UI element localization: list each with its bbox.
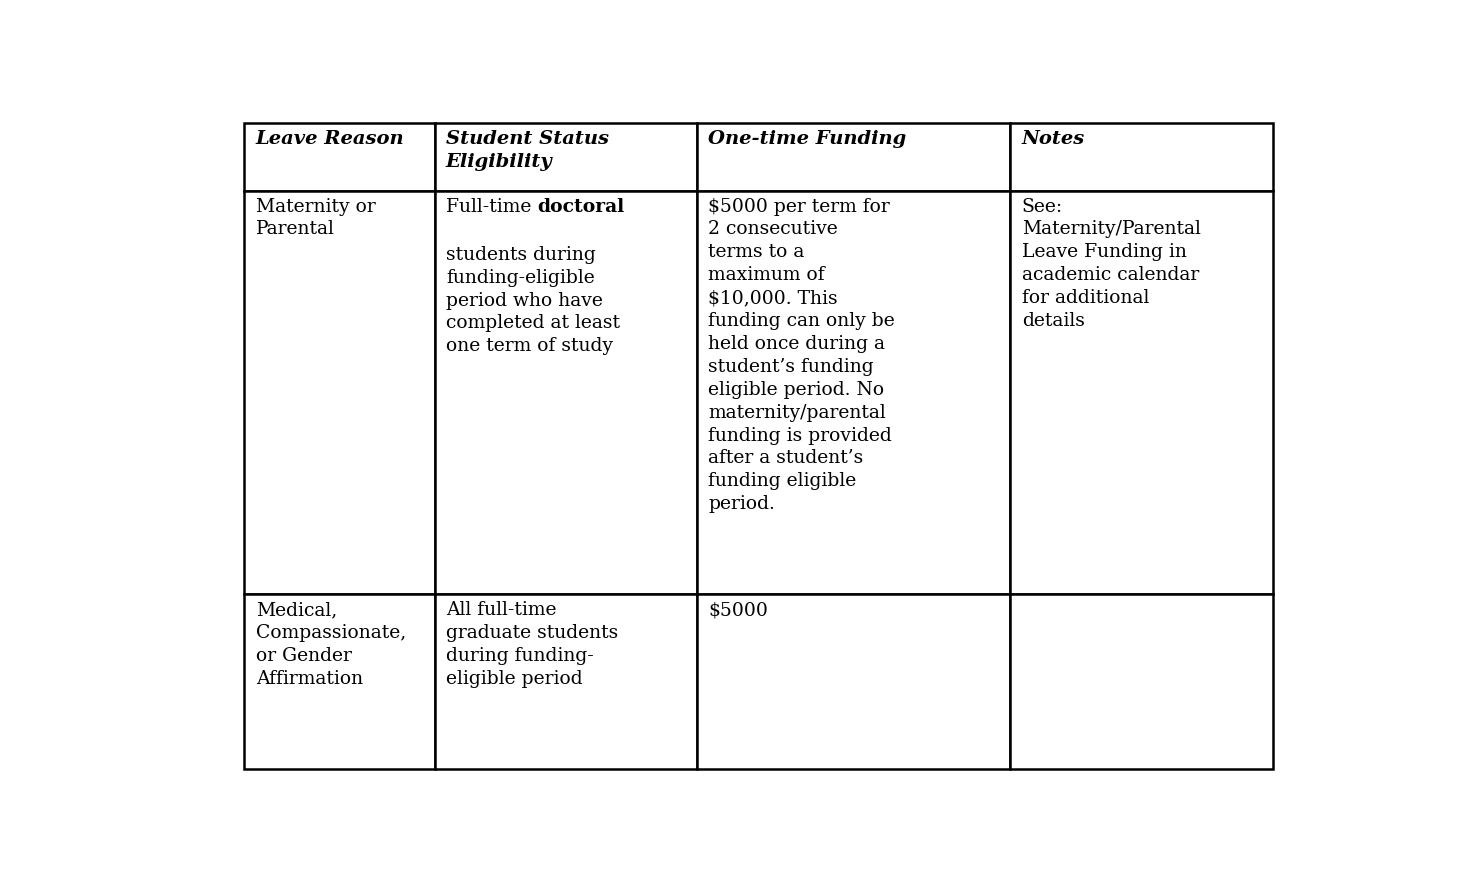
Text: Full-time: Full-time (446, 198, 538, 215)
Bar (245, 123, 434, 191)
Text: Maternity or
Parental: Maternity or Parental (255, 198, 376, 238)
Bar (434, 594, 697, 769)
Bar (1010, 594, 1273, 769)
Text: $5000 per term for
2 consecutive
terms to a
maximum of
$10,000. This
funding can: $5000 per term for 2 consecutive terms t… (709, 198, 895, 513)
Text: Student Status
Eligibility: Student Status Eligibility (446, 130, 609, 170)
Bar (697, 191, 1010, 594)
Text: Medical,
Compassionate,
or Gender
Affirmation: Medical, Compassionate, or Gender Affirm… (255, 601, 405, 688)
Bar (434, 191, 697, 594)
Bar (1010, 123, 1273, 191)
Text: Notes: Notes (1022, 130, 1085, 147)
Text: doctoral: doctoral (538, 198, 624, 215)
Bar (697, 123, 1010, 191)
Bar (245, 594, 434, 769)
Text: Leave Reason: Leave Reason (255, 130, 404, 147)
Bar (1010, 191, 1273, 594)
Bar (697, 594, 1010, 769)
Text: See:
Maternity/Parental
Leave Funding in
academic calendar
for additional
detail: See: Maternity/Parental Leave Funding in… (1022, 198, 1200, 330)
Bar (434, 123, 697, 191)
Text: students during
funding-eligible
period who have
completed at least
one term of : students during funding-eligible period … (446, 223, 620, 355)
Text: One-time Funding: One-time Funding (709, 130, 907, 147)
Text: $5000: $5000 (709, 601, 768, 619)
Bar (245, 191, 434, 594)
Text: All full-time
graduate students
during funding-
eligible period: All full-time graduate students during f… (446, 601, 618, 688)
